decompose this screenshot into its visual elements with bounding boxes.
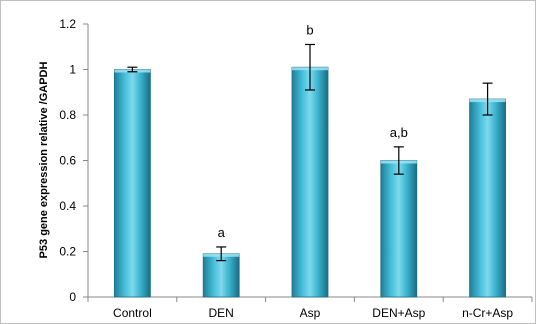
x-category-label: DEN [209, 306, 234, 320]
plot-area: 0 0.2 0.4 0.6 0.8 1 1.2 Control a DEN b Asp a,b DEN+A… [59, 17, 533, 320]
y-tick-label: 0 [69, 290, 76, 304]
y-tick-label: 0.4 [59, 199, 76, 213]
x-category-label: Control [113, 306, 152, 320]
significance-label: b [306, 22, 313, 37]
y-tick-label: 0.2 [59, 245, 76, 259]
bar [380, 160, 418, 298]
bar [114, 69, 151, 298]
y-tick-label: 1.2 [59, 17, 76, 31]
y-tick-label: 0.6 [59, 154, 76, 168]
x-category-label: Asp [300, 306, 321, 320]
significance-label: a,b [390, 125, 408, 140]
significance-label: a [218, 225, 226, 240]
x-category-label: DEN+Asp [372, 306, 425, 320]
x-category-label: n-Cr+Asp [462, 306, 513, 320]
bar [469, 98, 507, 298]
y-tick-label: 1 [69, 63, 76, 77]
y-tick-label: 0.8 [59, 108, 76, 122]
y-axis-title: P53 gene expression relative /GAPDH [38, 62, 50, 259]
bar [291, 66, 329, 298]
